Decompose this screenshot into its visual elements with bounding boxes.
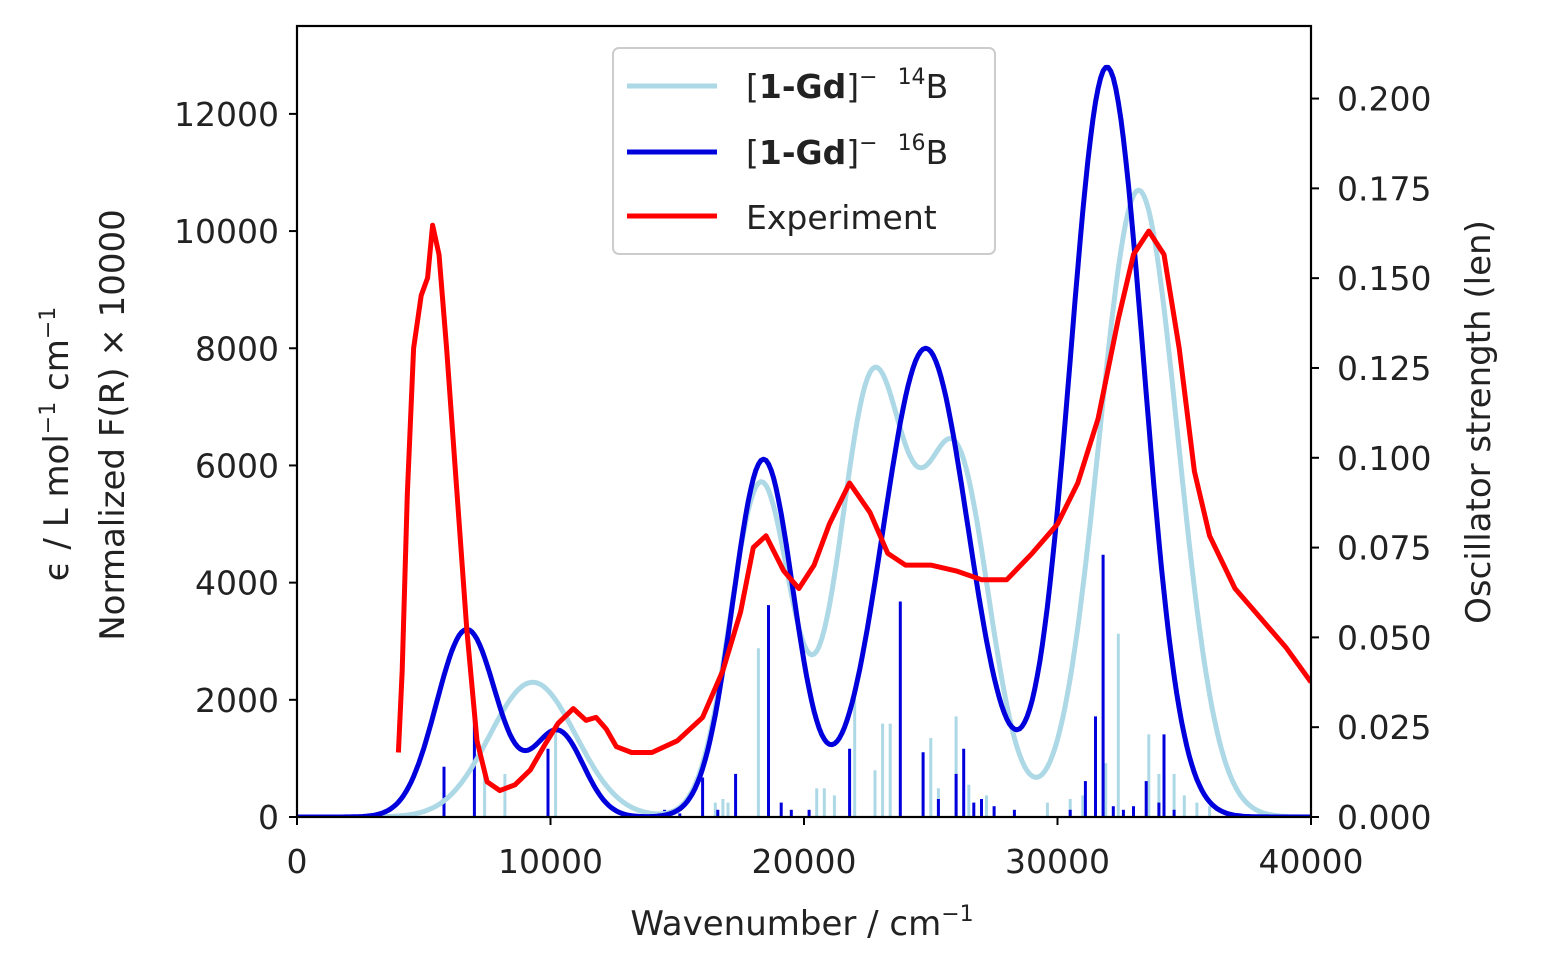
y-tick-label-5: 10000 [174, 212, 279, 251]
x-tick-label-0: 0 [287, 842, 308, 881]
y2-tick-label-3: 0.075 [1337, 529, 1431, 568]
x-tick-label-2: 20000 [752, 842, 857, 881]
y-tick-label-3: 6000 [195, 446, 279, 485]
y-axis-ticks: 0 2000 4000 6000 8000 10000 12000 [174, 95, 297, 837]
y2-tick-label-5: 0.125 [1337, 349, 1431, 388]
legend-label-experiment: Experiment [746, 198, 937, 237]
y-axis-title-sup2: −1 [36, 307, 61, 339]
y2-tick-label-2: 0.050 [1337, 618, 1431, 657]
y-tick-label-6: 12000 [174, 95, 279, 134]
x-axis-ticks: 0 10000 20000 30000 40000 [287, 817, 1364, 881]
y-axis-title-mid: cm [37, 339, 77, 402]
y2-tick-label-7: 0.175 [1337, 169, 1431, 208]
y-axis-title-line2: Normalized F(R) × 10000 [93, 209, 133, 641]
y2-tick-label-1: 0.025 [1337, 708, 1431, 747]
legend-label-16b-bold: 1-Gd [759, 133, 846, 172]
x-axis-title: Wavenumber / cm−1 [630, 902, 973, 944]
y-tick-label-2: 4000 [195, 564, 279, 603]
y2-axis-ticks: 0.000 0.025 0.050 0.075 0.100 0.125 0.150 0.175… [1311, 80, 1431, 837]
y-axis-title-pre: ϵ / L mol [37, 434, 77, 581]
x-tick-label-1: 10000 [498, 842, 603, 881]
y-tick-label-4: 8000 [195, 329, 279, 368]
legend-label-16b-element: B [926, 133, 949, 172]
series-line-2 [395, 222, 1311, 794]
y2-axis-title: Oscillator strength (len) [1459, 220, 1499, 624]
legend-label-16b-minus: − [859, 131, 877, 156]
y2-tick-label-4: 0.100 [1337, 439, 1431, 478]
y2-tick-label-0: 0.000 [1337, 798, 1431, 837]
x-axis-title-main: Wavenumber / cm [630, 904, 941, 944]
y-axis-title-sup1: −1 [36, 402, 61, 434]
y-tick-label-0: 0 [258, 798, 279, 837]
y2-tick-label-6: 0.150 [1337, 259, 1431, 298]
legend-label-14b-minus: − [859, 65, 877, 90]
series-line-0 [297, 187, 1311, 817]
x-tick-label-4: 40000 [1259, 842, 1364, 881]
spectrum-lines [297, 64, 1311, 817]
y2-tick-label-8: 0.200 [1337, 80, 1431, 119]
legend-label-14b-isotope: 14 [898, 65, 926, 90]
oscillator-sticks [442, 554, 1212, 817]
legend-label-14b-bold: 1-Gd [759, 67, 846, 106]
legend-box [612, 47, 996, 255]
y-axis-title-line1: ϵ / L mol−1 cm−1 [36, 307, 77, 582]
legend: [1-Gd]− 14B [1-Gd]− 16B Experiment [612, 47, 996, 255]
legend-label-16b: [1-Gd]− 16B [746, 131, 948, 172]
legend-label-14b-element: B [926, 67, 949, 106]
x-tick-label-3: 30000 [1005, 842, 1110, 881]
x-axis-title-superscript: −1 [941, 902, 973, 927]
y-tick-label-1: 2000 [195, 681, 279, 720]
legend-label-16b-isotope: 16 [898, 131, 926, 156]
